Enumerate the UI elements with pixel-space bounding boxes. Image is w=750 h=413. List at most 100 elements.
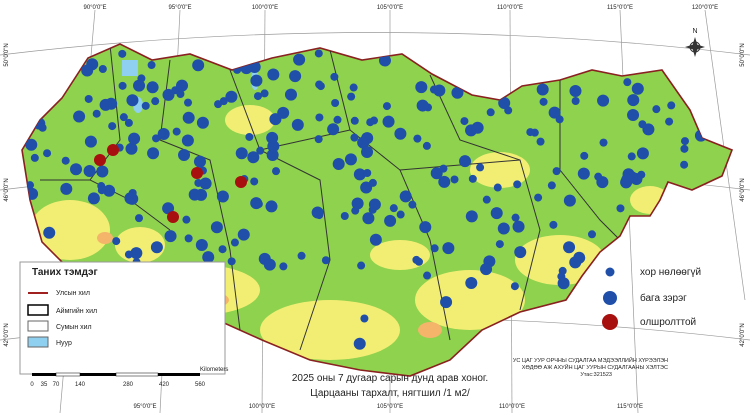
point-marker [344, 153, 357, 166]
point-marker [108, 122, 117, 131]
point-marker [216, 190, 229, 203]
point-marker [616, 204, 625, 213]
point-marker [571, 97, 580, 106]
latitude-label: 50°0'0"N [4, 43, 10, 66]
point-marker [265, 200, 278, 213]
point-marker [253, 92, 262, 101]
point-marker [512, 220, 525, 233]
point-marker [547, 181, 556, 190]
point-marker [193, 155, 206, 168]
scale-tick: 420 [159, 382, 170, 388]
point-marker [250, 74, 263, 87]
point-marker [415, 81, 428, 94]
point-marker [412, 255, 421, 264]
legend-title: Таних тэмдэг [32, 267, 98, 278]
point-marker [451, 86, 464, 99]
point-marker [162, 88, 175, 101]
point-marker [621, 173, 634, 186]
point-marker [394, 127, 407, 140]
longitude-label: 100°0'0"E [249, 404, 275, 410]
point-marker [631, 82, 644, 95]
point-marker [514, 246, 527, 259]
latitude-label: 50°0'0"N [740, 43, 746, 66]
point-marker [482, 195, 491, 204]
point-marker [172, 127, 181, 136]
point-marker [362, 212, 375, 225]
longitude-label: 110°0'0"E [497, 5, 523, 11]
legend-item: Улсын хил [56, 290, 90, 297]
point-marker [150, 241, 163, 254]
point-marker [126, 192, 139, 205]
point-marker [247, 151, 260, 164]
point-marker [182, 215, 191, 224]
legend: Таних тэмдэг Улсын хил Аймгийн хил Сумын… [19, 261, 226, 375]
point-marker [256, 146, 265, 155]
legend-item: Сумын хил [56, 324, 92, 331]
point-marker [459, 155, 472, 168]
point-marker [263, 258, 276, 271]
point-marker [214, 100, 223, 109]
point-marker [99, 98, 112, 111]
point-marker [573, 251, 586, 264]
point-marker [389, 204, 398, 213]
point-marker [272, 167, 281, 176]
point-marker [419, 221, 432, 234]
point-marker [361, 145, 374, 158]
point-marker [119, 113, 128, 122]
point-marker [128, 132, 141, 145]
point-marker [536, 137, 545, 146]
point-marker [284, 88, 297, 101]
compass: N [685, 28, 705, 57]
point-marker [175, 79, 188, 92]
point-marker [315, 80, 324, 89]
point-marker [580, 151, 589, 160]
scale-unit: Kilometers [200, 367, 228, 373]
point-marker [178, 149, 191, 162]
point-marker [30, 153, 39, 162]
point-marker [267, 68, 280, 81]
point-marker [555, 115, 564, 124]
point-marker [430, 244, 439, 253]
point-marker [333, 115, 342, 124]
point-marker [84, 94, 93, 103]
point-marker [311, 206, 324, 219]
point-marker [480, 263, 493, 276]
point-marker [43, 226, 56, 239]
credit: ХӨДӨӨ АЖ АХУЙН ЦАГ УУРЫН СУДАЛГААНЫ ХЭЛТ… [522, 363, 668, 371]
point-marker [413, 134, 422, 143]
longitude-label: 120°0'0"E [692, 5, 718, 11]
point-marker [340, 212, 349, 221]
point-marker [442, 242, 455, 255]
point-marker [266, 149, 279, 162]
point-marker [245, 132, 254, 141]
point-marker [638, 120, 647, 129]
point-marker [351, 197, 364, 210]
point-marker [38, 123, 47, 132]
longitude-label: 115°0'0"E [607, 5, 633, 11]
point-marker [147, 147, 160, 160]
point-marker [486, 108, 495, 117]
point-marker [277, 106, 290, 119]
point-marker [665, 117, 674, 126]
point-marker [548, 106, 561, 119]
point-marker [83, 165, 96, 178]
point-marker [182, 111, 195, 124]
point-marker [577, 167, 590, 180]
point-marker [152, 134, 161, 143]
point-marker [396, 210, 405, 219]
point-marker [497, 222, 510, 235]
point-marker [81, 64, 94, 77]
point-marker [569, 84, 582, 97]
point-marker [96, 165, 109, 178]
point-marker [230, 238, 239, 247]
point-marker [465, 210, 478, 223]
point-marker [408, 200, 417, 209]
scale-tick: 140 [75, 382, 86, 388]
point-marker [97, 186, 106, 195]
point-marker [599, 138, 608, 147]
point-marker [164, 230, 177, 243]
scale-tick: 70 [53, 382, 60, 388]
map-subtitle: Царцааны тархалт, нягтшил /1 м2/ [310, 388, 470, 399]
point-marker [279, 262, 288, 271]
point-marker [314, 49, 323, 58]
